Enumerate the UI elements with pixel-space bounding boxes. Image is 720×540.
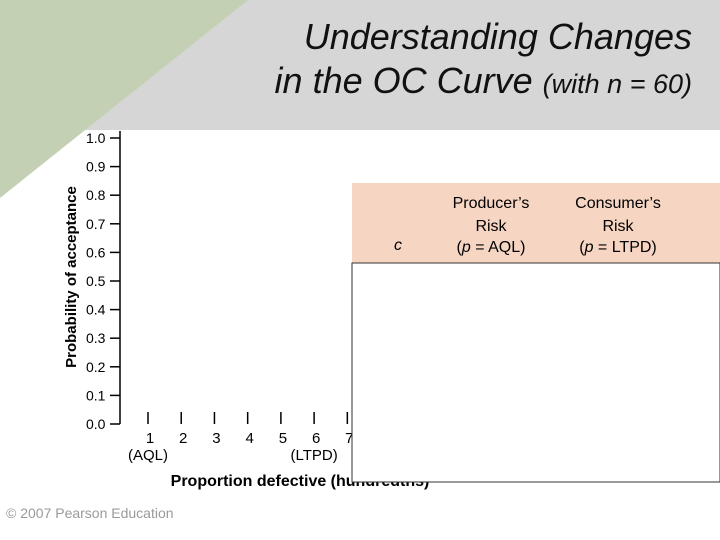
table-header-text: c <box>394 237 402 254</box>
y-tick-label: 0.6 <box>86 244 106 260</box>
x-tick-sublabel: (AQL) <box>128 447 168 464</box>
table-header-text: ( <box>457 239 463 256</box>
slide-title-paren: (with n = 60) <box>542 69 692 99</box>
table-header-background <box>352 183 720 263</box>
y-axis-ticks: 0.0 0.1 0.2 0.3 0.4 0.5 0.6 0.7 0.8 0.9 1.0 <box>86 130 120 432</box>
y-tick-label: 0.9 <box>86 159 106 175</box>
y-tick-label: 1.0 <box>86 130 106 146</box>
y-tick-label: 0.4 <box>86 302 106 318</box>
slide-title-line-2: in the OC Curve (with n = 60) <box>275 60 692 102</box>
copyright-footer: © 2007 Pearson Education <box>6 505 174 521</box>
table-header-cell: Consumer’s Risk (p = LTPD) <box>575 195 661 256</box>
x-tick-label: 3 <box>212 430 220 447</box>
table-header-text: Producer’s <box>453 195 530 212</box>
y-tick-label: 0.2 <box>86 359 106 375</box>
table-header-text: p <box>584 239 594 256</box>
x-tick-label: 5 <box>279 430 287 447</box>
y-axis-label: Probability of acceptance <box>63 186 80 368</box>
y-tick-label: 0.3 <box>86 330 106 346</box>
table-header-cell: c <box>394 237 402 254</box>
table-body <box>351 262 720 483</box>
x-tick-label: 7 <box>345 430 353 447</box>
y-tick-label: 0.5 <box>86 273 106 289</box>
x-tick-label: 2 <box>179 430 187 447</box>
x-tick-label: 6 <box>312 430 320 447</box>
title-accent-triangle <box>0 0 248 198</box>
table-header-text: p <box>461 239 471 256</box>
x-tick-label: 4 <box>245 430 253 447</box>
y-tick-label: 0.8 <box>86 187 106 203</box>
table-header-text: Consumer’s <box>575 195 661 212</box>
y-tick-label: 0.7 <box>86 216 106 232</box>
y-tick-label: 0.1 <box>86 387 106 403</box>
x-tick-sublabel: (LTPD) <box>290 447 337 464</box>
table-header-text: = AQL) <box>471 239 526 256</box>
y-tick-label: 0.0 <box>86 416 106 432</box>
table-header-cell: Producer’s Risk (p = AQL) <box>453 195 530 256</box>
table-header-text: Risk <box>602 218 634 235</box>
table-header-text: Risk <box>475 218 507 235</box>
slide-title-main: in the OC Curve <box>274 60 533 101</box>
slide-title-line-1: Understanding Changes <box>303 16 692 57</box>
table-header-text: ( <box>579 239 585 256</box>
x-tick-label: 1 <box>146 430 154 447</box>
table-header-text: = LTPD) <box>593 239 656 256</box>
